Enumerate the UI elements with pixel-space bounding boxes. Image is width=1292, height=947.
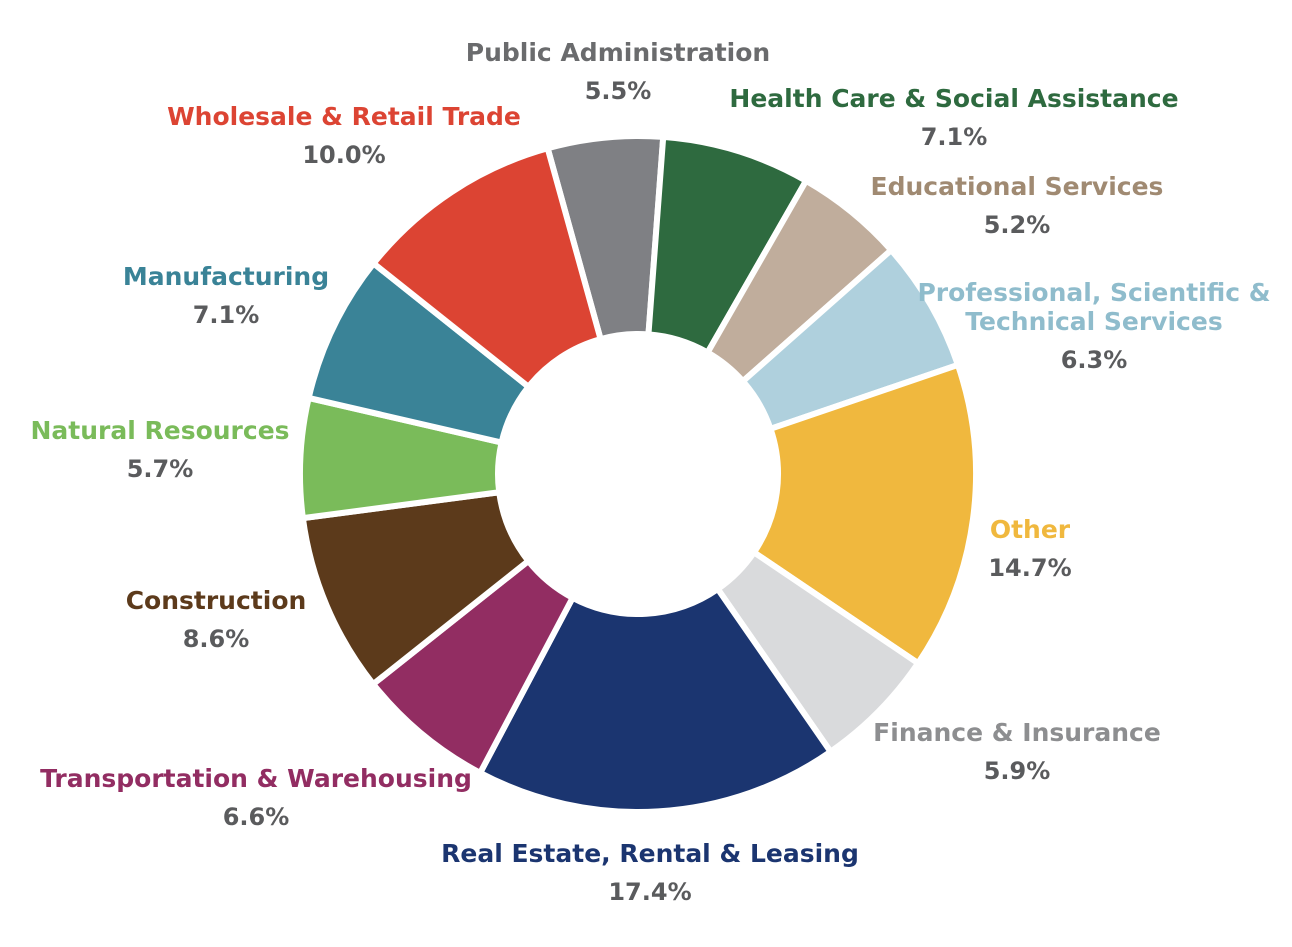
slice-label-11: Wholesale & Retail Trade [167,102,521,131]
slice-label-7: Transportation & Warehousing [40,764,472,793]
slice-value-4: 14.7% [988,554,1071,582]
slice-value-8: 8.6% [183,625,250,653]
slice-label-6: Real Estate, Rental & Leasing [441,839,859,868]
slice-value-2: 5.2% [984,211,1051,239]
slice-value-3: 6.3% [1061,346,1128,374]
slice-value-6: 17.4% [608,878,691,906]
slice-value-5: 5.9% [984,757,1051,785]
slice-value-10: 7.1% [193,301,260,329]
slices-group [297,133,979,815]
slice-label-8: Construction [126,586,307,615]
slice-11 [369,144,605,391]
slice-value-11: 10.0% [302,141,385,169]
slice-label-0: Public Administration [466,38,770,67]
slice-label-3-line-0: Professional, Scientific & [917,278,1270,307]
slice-label-1: Health Care & Social Assistance [729,84,1178,113]
slice-label-2: Educational Services [871,172,1164,201]
slice-value-7: 6.6% [223,803,290,831]
slice-value-0: 5.5% [585,77,652,105]
slice-label-10: Manufacturing [123,262,329,291]
slice-label-5: Finance & Insurance [873,718,1161,747]
slice-6 [476,584,835,815]
slice-label-4: Other [990,515,1071,544]
slice-label-3-line-1: Technical Services [965,307,1222,336]
slice-value-9: 5.7% [127,455,194,483]
slice-value-1: 7.1% [921,123,988,151]
slice-label-9: Natural Resources [30,416,289,445]
labels-group: Public Administration 5.5% Health Care & S… [30,38,1270,906]
